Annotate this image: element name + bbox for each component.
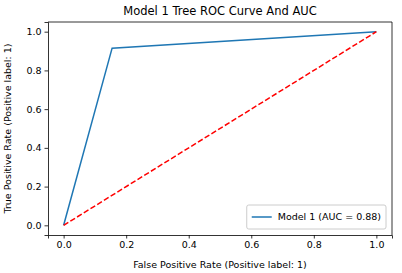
tick-label: 0.0 bbox=[57, 239, 72, 250]
tick-label: 0.8 bbox=[307, 239, 322, 250]
legend-label: Model 1 (AUC = 0.88) bbox=[278, 211, 381, 222]
tick-label: 1.0 bbox=[26, 26, 41, 37]
tick-mark bbox=[45, 70, 49, 71]
tick: 1.0 bbox=[26, 26, 48, 37]
tick-mark bbox=[376, 235, 377, 239]
legend: Model 1 (AUC = 0.88) bbox=[247, 205, 386, 229]
tick-label: 0.6 bbox=[244, 239, 259, 250]
tick-label: 0.0 bbox=[26, 220, 41, 231]
legend-box bbox=[247, 205, 386, 229]
axis-line bbox=[49, 236, 393, 239]
tick-mark bbox=[251, 235, 252, 239]
series-line bbox=[64, 32, 377, 226]
tick-label: 0.4 bbox=[26, 142, 41, 153]
tick: 0.2 bbox=[26, 181, 48, 192]
frame-right bbox=[392, 22, 393, 235]
series-line bbox=[64, 32, 377, 226]
tick-mark bbox=[45, 148, 49, 149]
y-axis: 0.0 0.2 0.4 0.6 0.8 1.0 bbox=[26, 23, 48, 236]
x-label: False Positive Rate (Positive label: 1) bbox=[133, 259, 307, 270]
legend-swatch bbox=[252, 216, 272, 218]
tick-label: 0.8 bbox=[26, 65, 41, 76]
tick-label: 1.0 bbox=[369, 239, 384, 250]
tick: 0.4 bbox=[26, 142, 48, 153]
lines bbox=[64, 32, 377, 226]
tick: 0.4 bbox=[182, 235, 197, 250]
tick: 0.0 bbox=[26, 220, 48, 231]
tick: 0.8 bbox=[307, 235, 322, 250]
axis-line bbox=[45, 23, 49, 236]
tick-mark bbox=[314, 235, 315, 239]
tick: 0.6 bbox=[244, 235, 259, 250]
tick-mark bbox=[45, 225, 49, 226]
frame-top bbox=[48, 22, 392, 23]
y-label: True Positive Rate (Positive label: 1) bbox=[2, 44, 13, 215]
tick-label: 0.2 bbox=[119, 239, 134, 250]
tick-mark bbox=[45, 32, 49, 33]
tick-label: 0.2 bbox=[26, 181, 41, 192]
plot-area: 0.0 0.2 0.4 0.6 0.8 1.0 0.0 0.2 0.4 0.6 0.8 1.0 Mode… bbox=[26, 22, 392, 250]
tick-mark bbox=[45, 109, 49, 110]
tick-mark bbox=[126, 235, 127, 239]
tick-label: 0.6 bbox=[26, 104, 41, 115]
tick: 0.6 bbox=[26, 104, 48, 115]
tick-mark bbox=[189, 235, 190, 239]
title: Model 1 Tree ROC Curve And AUC bbox=[123, 4, 317, 18]
tick: 1.0 bbox=[369, 235, 384, 250]
tick-mark bbox=[64, 235, 65, 239]
chart: 0.0 0.2 0.4 0.6 0.8 1.0 0.0 0.2 0.4 0.6 0.8 1.0 Mode… bbox=[0, 0, 402, 273]
tick-mark bbox=[45, 187, 49, 188]
tick: 0.8 bbox=[26, 65, 48, 76]
tick: 0.2 bbox=[119, 235, 134, 250]
tick: 0.0 bbox=[57, 235, 72, 250]
x-axis: 0.0 0.2 0.4 0.6 0.8 1.0 bbox=[49, 235, 393, 250]
tick-label: 0.4 bbox=[182, 239, 197, 250]
